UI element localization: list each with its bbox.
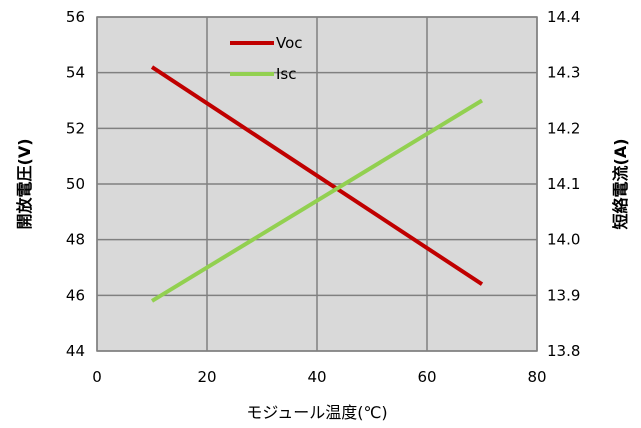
- x-tick-label: 0: [92, 368, 102, 386]
- y-right-tick-label: 14.3: [547, 64, 580, 82]
- y-left-tick-label: 52: [66, 119, 85, 137]
- x-tick-label: 20: [197, 368, 216, 386]
- y-right-tick-label: 14.2: [547, 119, 580, 137]
- x-axis-title: モジュール温度(℃): [246, 403, 387, 422]
- x-tick-label: 80: [527, 368, 546, 386]
- series-line-isc: [150, 98, 484, 303]
- y-right-tick-label: 13.9: [547, 286, 580, 304]
- legend-label-voc: Voc: [276, 34, 303, 52]
- y-right-tick-label: 14.4: [547, 8, 580, 26]
- y-left-tick-label: 44: [66, 342, 85, 360]
- plot-border: [96, 16, 538, 352]
- gridlines: [96, 16, 538, 352]
- y-axis-title-right: 短絡電流(A): [611, 138, 630, 229]
- y-left-tick-label: 50: [66, 175, 85, 193]
- legend: Voc Isc: [230, 34, 303, 83]
- y-left-tick-label: 54: [66, 64, 85, 82]
- y-right-tick-label: 14.0: [547, 231, 580, 249]
- y-right-tick-label: 14.1: [547, 175, 580, 193]
- series-line-voc: [150, 65, 484, 286]
- y-right-tick-label: 13.8: [547, 342, 580, 360]
- series-lines: [150, 65, 484, 303]
- x-tick-label: 40: [307, 368, 326, 386]
- y-left-tick-label: 56: [66, 8, 85, 26]
- y-left-tick-label: 48: [66, 231, 85, 249]
- x-tick-label: 60: [417, 368, 436, 386]
- tick-labels: 0 20 40 60 80 44 46 48 50 52 54 56 13.8 13.9 14.0 14.1 1…: [66, 8, 581, 386]
- y-axis-title-left: 開放電圧(V): [15, 138, 34, 229]
- y-left-tick-label: 46: [66, 286, 85, 304]
- legend-label-isc: Isc: [276, 65, 297, 83]
